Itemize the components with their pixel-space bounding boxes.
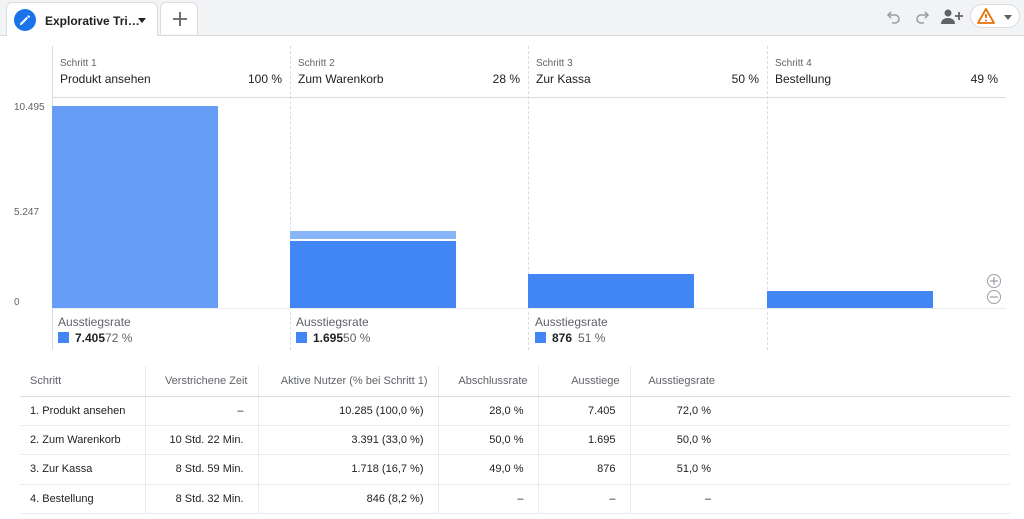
table-cell: –	[145, 396, 259, 426]
table-cell: 72,0 %	[630, 396, 725, 426]
legend-swatch	[58, 332, 69, 343]
divider	[767, 46, 768, 350]
column-header[interactable]: Abschlussrate	[438, 366, 539, 397]
divider	[290, 46, 291, 350]
table-cell: 7.405	[538, 396, 631, 426]
funnel-bar-3[interactable]	[528, 274, 694, 308]
table-cell: 8 Std. 32 Min.	[145, 484, 259, 514]
exit-count: 1.695	[313, 331, 344, 345]
table-cell: 1. Produkt ansehen	[20, 396, 146, 426]
table-cell: 3. Zur Kassa	[20, 454, 146, 485]
exit-rate-value[interactable]: 7.40572 %	[58, 331, 132, 345]
step-header-3: Schritt 3 Zur Kassa 50 %	[528, 54, 767, 98]
step-name: Bestellung	[775, 72, 832, 86]
table-header-row: Schritt Verstrichene Zeit Aktive Nutzer …	[20, 366, 1010, 397]
table-spacer	[725, 454, 1010, 485]
exit-rate-label: Ausstiegsrate	[296, 315, 369, 329]
redo-icon[interactable]	[912, 7, 932, 27]
step-label: Schritt 1	[60, 58, 97, 69]
table-cell: –	[438, 484, 539, 514]
column-header[interactable]: Ausstiege	[538, 366, 631, 397]
step-header-1: Schritt 1 Produkt ansehen 100 %	[52, 54, 290, 98]
y-tick-label: 0	[14, 297, 20, 308]
step-label: Schritt 3	[536, 58, 573, 69]
table-cell: 4. Bestellung	[20, 484, 146, 514]
table-row[interactable]: 1. Produkt ansehen – 10.285 (100,0 %) 28…	[20, 396, 1010, 426]
funnel-bar-1[interactable]	[52, 106, 218, 308]
table-cell: 10 Std. 22 Min.	[145, 425, 259, 455]
zoom-out-icon[interactable]	[987, 290, 1001, 304]
exit-count: 7.405	[75, 331, 106, 345]
table-row[interactable]: 4. Bestellung 8 Std. 32 Min. 846 (8,2 %)…	[20, 484, 1010, 514]
table-cell: 2. Zum Warenkorb	[20, 425, 146, 455]
exit-count: 876	[552, 331, 573, 345]
table-cell: 1.718 (16,7 %)	[258, 454, 439, 485]
funnel-table: Schritt Verstrichene Zeit Aktive Nutzer …	[20, 366, 1010, 514]
exit-rate-value[interactable]: 1.69550 %	[296, 331, 370, 345]
table-cell: –	[630, 484, 725, 514]
table-cell: 28,0 %	[438, 396, 539, 426]
table-cell: 51,0 %	[630, 454, 725, 485]
step-name: Zur Kassa	[536, 72, 591, 86]
zoom-in-icon[interactable]	[987, 274, 1001, 288]
funnel-dropoff-bar-2[interactable]	[290, 231, 456, 240]
step-percentage: 100 %	[247, 72, 282, 86]
table-cell: 846 (8,2 %)	[258, 484, 439, 514]
exit-percentage: 72 %	[105, 331, 133, 345]
plus-icon	[173, 12, 187, 26]
y-tick-label: 5.247	[14, 207, 40, 218]
step-percentage: 28 %	[492, 72, 520, 86]
step-label: Schritt 2	[298, 58, 335, 69]
step-percentage: 50 %	[731, 72, 759, 86]
column-header[interactable]: Aktive Nutzer (% bei Schritt 1)	[258, 366, 439, 397]
exit-rate-label: Ausstiegsrate	[58, 315, 131, 329]
table-cell: 8 Std. 59 Min.	[145, 454, 259, 485]
step-name: Produkt ansehen	[60, 72, 151, 86]
table-row[interactable]: 3. Zur Kassa 8 Std. 59 Min. 1.718 (16,7 …	[20, 454, 1010, 485]
legend-swatch	[296, 332, 307, 343]
exit-rate-value[interactable]: 876 51 %	[535, 331, 605, 345]
table-cell: 1.695	[538, 425, 631, 455]
share-user-icon[interactable]	[940, 7, 964, 27]
step-percentage: 49 %	[970, 72, 998, 86]
table-cell: 10.285 (100,0 %)	[258, 396, 439, 426]
funnel-bar-2[interactable]	[290, 241, 456, 308]
pencil-icon[interactable]	[14, 9, 36, 31]
step-header-4: Schritt 4 Bestellung 49 %	[767, 54, 1006, 98]
table-cell: –	[538, 484, 631, 514]
exit-percentage: 50 %	[343, 331, 371, 345]
warning-icon	[977, 8, 995, 24]
exit-rate-label: Ausstiegsrate	[535, 315, 608, 329]
chart-baseline	[52, 308, 1006, 309]
exit-percentage: 51 %	[578, 331, 606, 345]
exploration-tab[interactable]: Explorative Tri…	[6, 2, 158, 36]
warning-button[interactable]	[970, 4, 1020, 28]
tab-dropdown-icon[interactable]	[138, 18, 146, 23]
undo-icon[interactable]	[884, 7, 904, 27]
table-cell: 50,0 %	[630, 425, 725, 455]
table-cell: 50,0 %	[438, 425, 539, 455]
column-header[interactable]: Verstrichene Zeit	[145, 366, 259, 397]
step-header-2: Schritt 2 Zum Warenkorb 28 %	[290, 54, 528, 98]
column-header[interactable]: Schritt	[20, 366, 146, 397]
add-tab-button[interactable]	[160, 2, 198, 34]
legend-swatch	[535, 332, 546, 343]
table-spacer	[725, 366, 1010, 397]
y-tick-label: 10.495	[14, 102, 45, 113]
table-spacer	[725, 425, 1010, 455]
table-row[interactable]: 2. Zum Warenkorb 10 Std. 22 Min. 3.391 (…	[20, 425, 1010, 455]
tab-bar: Explorative Tri…	[0, 0, 1024, 36]
table-cell: 3.391 (33,0 %)	[258, 425, 439, 455]
table-spacer	[725, 484, 1010, 514]
divider	[528, 46, 529, 350]
tab-title: Explorative Tri…	[45, 14, 140, 28]
table-spacer	[725, 396, 1010, 426]
table-cell: 876	[538, 454, 631, 485]
column-header[interactable]: Ausstiegsrate	[630, 366, 725, 397]
step-name: Zum Warenkorb	[298, 72, 384, 86]
chevron-down-icon	[1004, 15, 1012, 20]
funnel-bar-4[interactable]	[767, 291, 933, 308]
step-label: Schritt 4	[775, 58, 812, 69]
table-cell: 49,0 %	[438, 454, 539, 485]
